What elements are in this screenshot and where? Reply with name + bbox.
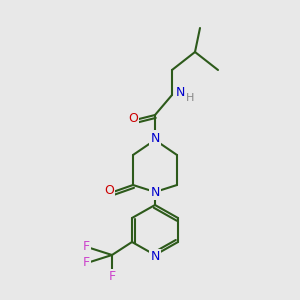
Text: N: N [175,86,185,100]
Text: F: F [82,256,90,269]
Text: H: H [186,93,194,103]
Text: O: O [104,184,114,196]
Text: N: N [150,250,160,263]
Text: N: N [150,185,160,199]
Text: F: F [82,241,90,254]
Text: O: O [128,112,138,124]
Text: F: F [108,271,116,284]
Text: N: N [150,131,160,145]
